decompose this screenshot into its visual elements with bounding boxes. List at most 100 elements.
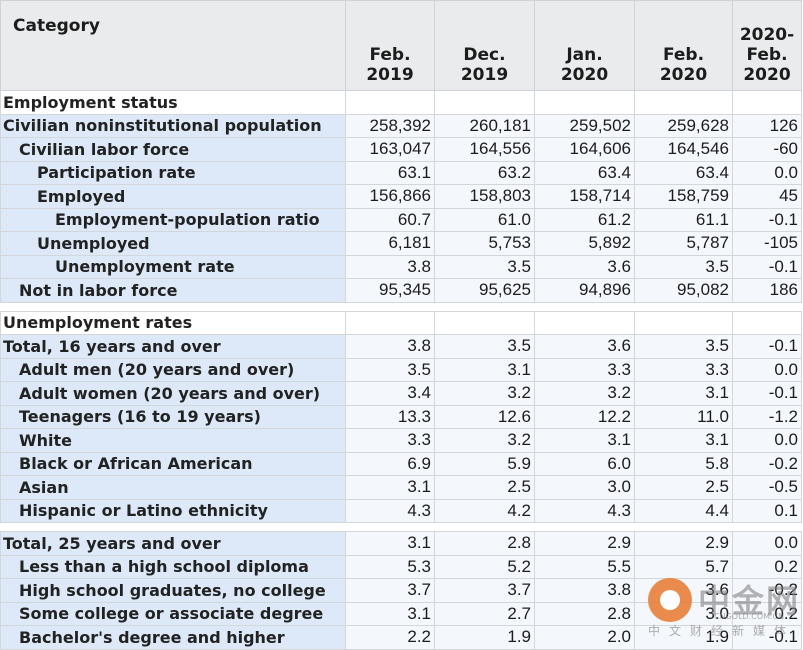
value-cell: 61.1 (634, 207, 733, 232)
row-label: Bachelor's degree and higher (0, 625, 346, 650)
value-cell: 258,392 (345, 113, 435, 138)
value-cell: 3.1 (634, 428, 733, 453)
table-row: High school graduates, no college 3.7 3.7 3… (0, 578, 802, 603)
spacer-cell (732, 301, 802, 312)
value-cell: 3.4 (345, 381, 435, 406)
header-month: Feb. (662, 45, 705, 65)
value-cell: 60.7 (345, 207, 435, 232)
value-cell: -0.1 (732, 625, 802, 650)
value-cell: 3.2 (434, 381, 535, 406)
section-spacer (0, 301, 802, 312)
spacer-cell (534, 301, 635, 312)
empty-cell (434, 90, 535, 115)
header-month: Dec. (463, 45, 506, 65)
value-cell: 2.5 (434, 475, 535, 500)
value-cell: 5.5 (534, 554, 635, 579)
empty-cell (345, 90, 435, 115)
row-label: Unemployment rate (0, 254, 346, 279)
spacer-cell (634, 522, 733, 532)
value-cell: 6.0 (534, 451, 635, 476)
value-cell: 164,606 (534, 137, 635, 162)
row-label: Some college or associate degree (0, 601, 346, 626)
table-row: Not in labor force 95,345 95,625 94,896 95,0… (0, 278, 802, 303)
value-cell: 3.7 (434, 578, 535, 603)
table-row: Some college or associate degree 3.1 2.7 2.… (0, 601, 802, 626)
table-row: Adult women (20 years and over) 3.4 3.2 3.2… (0, 381, 802, 406)
value-cell: 12.2 (534, 404, 635, 429)
header-category: Category (0, 0, 346, 91)
value-cell: 1.9 (434, 625, 535, 650)
empty-cell (345, 310, 435, 335)
value-cell: 3.1 (345, 531, 435, 556)
table-row: Unemployed 6,181 5,753 5,892 5,787 -105 (0, 231, 802, 256)
value-cell: 2.2 (345, 625, 435, 650)
table-row: Civilian labor force 163,047 164,556 164,60… (0, 137, 802, 162)
value-cell: 0.0 (732, 160, 802, 185)
value-cell: 3.3 (634, 357, 733, 382)
value-cell: 4.4 (634, 498, 733, 523)
row-label: Hispanic or Latino ethnicity (0, 498, 346, 523)
value-cell: 95,625 (434, 278, 535, 303)
row-label: Teenagers (16 to 19 years) (0, 404, 346, 429)
table-body: Employment status Civilian noninstitution… (0, 90, 802, 650)
value-cell: 259,628 (634, 113, 733, 138)
section-spacer (0, 522, 802, 532)
row-label: Adult men (20 years and over) (0, 357, 346, 382)
value-cell: 3.0 (534, 475, 635, 500)
header-year: 2020 (659, 65, 708, 85)
spacer-cell (0, 301, 346, 312)
header-dec-2019: Dec. 2019 (434, 0, 535, 91)
empty-cell (434, 310, 535, 335)
value-cell: 11.0 (634, 404, 733, 429)
spacer-cell (434, 301, 535, 312)
value-cell: 3.2 (534, 381, 635, 406)
value-cell: 3.3 (345, 428, 435, 453)
value-cell: 2.9 (534, 531, 635, 556)
section-header-row: Unemployment rates (0, 310, 802, 335)
section-title: Unemployment rates (0, 310, 346, 335)
value-cell: 3.5 (434, 254, 535, 279)
table-row: Hispanic or Latino ethnicity 4.3 4.2 4.3 4.4… (0, 498, 802, 523)
row-label: Adult women (20 years and over) (0, 381, 346, 406)
value-cell: 2.8 (534, 601, 635, 626)
empty-cell (732, 310, 802, 335)
value-cell: 3.6 (634, 578, 733, 603)
value-cell: 3.1 (345, 475, 435, 500)
value-cell: 61.2 (534, 207, 635, 232)
table-row: Civilian noninstitutional population 258,… (0, 113, 802, 138)
value-cell: 0.0 (732, 428, 802, 453)
spacer-cell (0, 522, 346, 532)
row-label: Total, 16 years and over (0, 334, 346, 359)
value-cell: -0.5 (732, 475, 802, 500)
table-row: Black or African American 6.9 5.9 6.0 5.8 -0.… (0, 451, 802, 476)
value-cell: 5,787 (634, 231, 733, 256)
value-cell: 45 (732, 184, 802, 209)
header-change-line2: Feb. (746, 45, 788, 65)
table-row: Employment-population ratio 60.7 61.0 61.2 6… (0, 207, 802, 232)
row-label: Asian (0, 475, 346, 500)
value-cell: 5.7 (634, 554, 733, 579)
value-cell: 0.2 (732, 601, 802, 626)
empty-cell (534, 310, 635, 335)
value-cell: 13.3 (345, 404, 435, 429)
value-cell: 3.1 (345, 601, 435, 626)
table-row: Bachelor's degree and higher 2.2 1.9 2.0 1.9… (0, 625, 802, 650)
value-cell: 164,546 (634, 137, 733, 162)
value-cell: 63.1 (345, 160, 435, 185)
spacer-cell (345, 301, 435, 312)
section-header-row: Employment status (0, 90, 802, 115)
empty-cell (634, 310, 733, 335)
table-row: White 3.3 3.2 3.1 3.1 0.0 (0, 428, 802, 453)
header-jan-2020: Jan. 2020 (534, 0, 635, 91)
row-label: Employment-population ratio (0, 207, 346, 232)
value-cell: 63.2 (434, 160, 535, 185)
value-cell: 259,502 (534, 113, 635, 138)
value-cell: -60 (732, 137, 802, 162)
row-label: Black or African American (0, 451, 346, 476)
empty-cell (634, 90, 733, 115)
value-cell: 4.3 (345, 498, 435, 523)
value-cell: 3.6 (534, 334, 635, 359)
value-cell: 94,896 (534, 278, 635, 303)
value-cell: 6.9 (345, 451, 435, 476)
